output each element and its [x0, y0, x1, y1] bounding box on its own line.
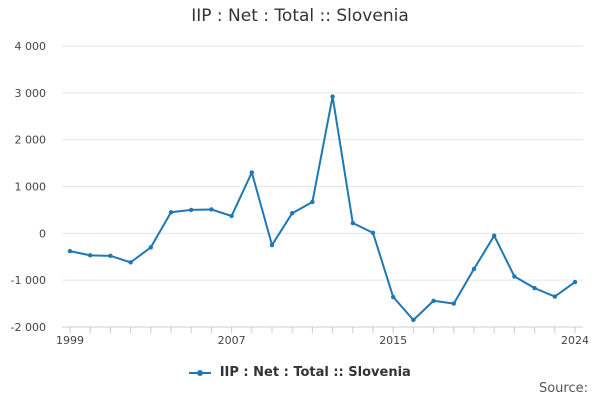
y-tick-label: 0	[39, 227, 46, 240]
data-point	[128, 260, 133, 265]
data-point	[269, 242, 275, 248]
y-tick-label: 1 000	[15, 181, 47, 194]
y-tick-label: 3 000	[15, 87, 47, 100]
data-point	[391, 294, 396, 300]
data-point	[431, 298, 436, 303]
source-label: Source:	[538, 381, 588, 396]
data-point	[189, 207, 194, 213]
y-gridlines	[62, 45, 583, 328]
y-tick-label: -1 000	[11, 274, 46, 287]
data-point	[148, 245, 153, 250]
chart-title: IIP : Net : Total :: Slovenia	[191, 6, 409, 26]
x-tick-label: 2015	[379, 334, 407, 347]
data-point	[370, 230, 376, 236]
data-point	[552, 294, 557, 299]
legend-label: IIP : Net : Total :: Slovenia	[219, 365, 411, 380]
data-point	[512, 274, 517, 279]
data-point	[88, 253, 93, 258]
y-tick-label: 2 000	[15, 134, 47, 147]
series-layer	[67, 94, 578, 323]
x-tick-label: 2007	[218, 334, 246, 347]
data-point	[67, 248, 73, 254]
x-tick-label: 1999	[56, 334, 84, 347]
data-point	[229, 213, 234, 219]
data-point	[350, 220, 355, 226]
data-point	[572, 279, 578, 285]
data-point	[492, 233, 497, 238]
x-tick-label: 2024	[561, 334, 589, 347]
series-line	[69, 95, 576, 321]
legend[interactable]: IIP : Net : Total :: Slovenia	[0, 365, 600, 380]
data-point	[209, 207, 214, 212]
data-point	[451, 301, 456, 306]
data-point	[330, 94, 335, 99]
data-point	[471, 266, 477, 272]
x-axis: 1999 2007 2015 2024	[56, 326, 589, 347]
data-point	[108, 253, 113, 259]
data-point	[249, 170, 254, 175]
data-point	[310, 199, 315, 205]
data-point	[168, 210, 174, 215]
legend-swatch	[189, 367, 212, 379]
y-axis-ticks: -2 000 -1 000 0 1 000 2 000 3 000 4 000	[11, 40, 46, 334]
y-tick-label: -2 000	[11, 321, 46, 334]
data-point	[290, 210, 295, 216]
data-point	[411, 317, 416, 323]
data-point	[532, 285, 537, 291]
y-tick-label: 4 000	[15, 40, 47, 53]
